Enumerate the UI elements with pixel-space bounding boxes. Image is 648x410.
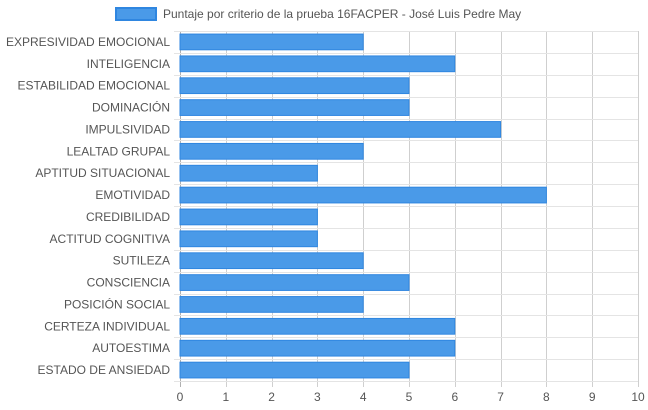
category-label: EMOTIVIDAD: [95, 188, 170, 202]
bar[interactable]: [179, 230, 318, 248]
legend-label: Puntaje por criterio de la prueba 16FACP…: [163, 7, 521, 21]
category-label: POSICIÓN SOCIAL: [64, 296, 170, 311]
bar[interactable]: [179, 274, 410, 291]
x-tick-label: 2: [268, 390, 275, 404]
x-tick-label: 10: [631, 390, 645, 404]
x-tick-label: 4: [360, 390, 367, 404]
category-label: AUTOESTIMA: [92, 341, 170, 355]
bar[interactable]: [179, 99, 410, 116]
bars: [179, 33, 547, 379]
x-tick-labels: 0 1 2 3 4 5 6 7 8 9 10: [177, 390, 645, 404]
x-tick-label: 7: [497, 390, 504, 404]
category-label: ESTADO DE ANSIEDAD: [38, 363, 171, 377]
x-tick-label: 0: [177, 390, 184, 404]
bar[interactable]: [179, 361, 410, 379]
x-tick-label: 9: [589, 390, 596, 404]
category-label: ACTITUD COGNITIVA: [50, 232, 170, 246]
bar[interactable]: [179, 55, 456, 73]
x-tick-label: 5: [406, 390, 413, 404]
category-label: DOMINACIÓN: [92, 100, 170, 115]
bar[interactable]: [179, 33, 364, 51]
category-label: IMPULSIVIDAD: [85, 122, 170, 136]
category-label: CONSCIENCIA: [87, 276, 170, 290]
legend-swatch: [115, 7, 157, 21]
bar[interactable]: [179, 77, 410, 95]
bar[interactable]: [179, 252, 364, 270]
category-label: SUTILEZA: [113, 254, 170, 268]
category-label: LEALTAD GRUPAL: [67, 144, 171, 158]
legend[interactable]: Puntaje por criterio de la prueba 16FACP…: [115, 7, 521, 21]
bar[interactable]: [179, 296, 364, 313]
category-label: EXPRESIVIDAD EMOCIONAL: [6, 35, 170, 49]
category-label: ESTABILIDAD EMOCIONAL: [18, 79, 171, 93]
category-label: INTELIGENCIA: [87, 57, 170, 71]
category-labels: EXPRESIVIDAD EMOCIONAL INTELIGENCIA ESTABI…: [6, 35, 170, 377]
category-label: CERTEZA INDIVIDUAL: [44, 319, 170, 333]
x-tick-label: 3: [314, 390, 321, 404]
x-tick-label: 1: [222, 390, 229, 404]
bar[interactable]: [179, 121, 502, 138]
bar[interactable]: [179, 339, 456, 357]
bar[interactable]: [179, 186, 547, 204]
x-tick-label: 6: [451, 390, 458, 404]
category-label: APTITUD SITUACIONAL: [35, 166, 170, 180]
bar[interactable]: [179, 164, 318, 182]
bar[interactable]: [179, 208, 318, 226]
bar[interactable]: [179, 142, 364, 160]
category-label: CREDIBILIDAD: [86, 210, 170, 224]
bar[interactable]: [179, 317, 456, 335]
x-tick-label: 8: [543, 390, 550, 404]
